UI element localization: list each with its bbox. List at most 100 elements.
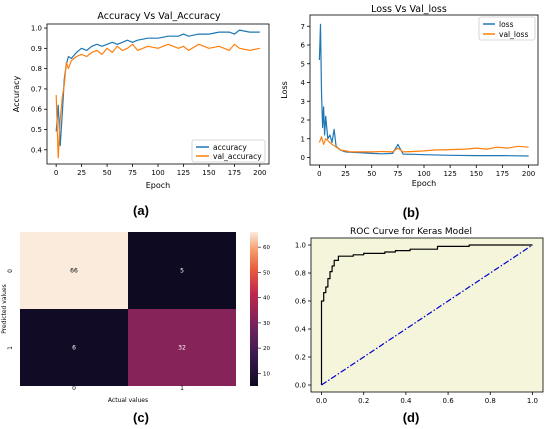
legend-label-loss: loss	[499, 20, 514, 29]
colorbar-tick-label: 10	[263, 371, 270, 377]
series-lines	[318, 23, 529, 157]
x-tick-label: 50	[367, 170, 376, 178]
y-tick-label: 0.0	[295, 382, 306, 390]
y-tick-label: 0	[301, 154, 305, 162]
y-tick-label: 0.9	[31, 45, 42, 53]
colorbar-ticks: 10 20 30 40 50 60	[258, 245, 270, 377]
y-ticks: 0.0 0.2 0.4 0.6 0.8 1.0	[295, 242, 311, 390]
val-accuracy-line	[55, 43, 260, 159]
y-tick-label: 0.4	[295, 326, 307, 334]
legend-label-accuracy: accuracy	[213, 143, 247, 152]
colorbar-tick-label: 20	[263, 346, 270, 352]
y-tick-label: 3	[301, 98, 305, 106]
x-tick-label: 175	[496, 170, 509, 178]
legend-box	[191, 139, 266, 163]
legend: accuracy val_accuracy	[191, 139, 266, 163]
x-tick-label: 0.4	[400, 397, 412, 405]
x-tick-label: 0	[317, 170, 321, 178]
heatmap-cells: 66 5 6 32	[20, 232, 236, 386]
x-tick-label: 175	[228, 169, 241, 177]
y-tick-label: 0.5	[31, 126, 42, 134]
legend-label-val-accuracy: val_accuracy	[213, 152, 262, 161]
x-axis-label: Epoch	[412, 179, 437, 188]
x-tick-label: 1	[180, 385, 184, 392]
y-tick-label: 1.0	[31, 25, 42, 33]
x-ticks: 0 25 50 75 100 125 150 175 200	[317, 165, 535, 178]
x-tick-label: 75	[128, 169, 137, 177]
x-tick-label: 150	[470, 170, 483, 178]
heatmap-cell-value: 5	[180, 268, 184, 275]
y-tick-label: 4	[301, 79, 306, 87]
loss-chart: Loss Vs Val_loss 0 25 50 75 100 125 150 175 200 …	[280, 4, 539, 188]
y-axis-label: Accuracy	[12, 75, 21, 112]
y-tick-label: 1	[7, 346, 14, 350]
chart-title: Loss Vs Val_loss	[371, 4, 447, 15]
y-tick-label: 7	[301, 23, 305, 31]
x-tick-label: 50	[103, 169, 112, 177]
y-tick-label: 0.7	[31, 85, 42, 93]
colorbar-tick-label: 60	[263, 245, 270, 251]
x-tick-label: 0.6	[443, 397, 455, 405]
series-lines	[320, 244, 533, 386]
x-tick-label: 0.8	[485, 397, 496, 405]
caption-b: (b)	[402, 205, 420, 220]
y-tick-label: 1.0	[295, 242, 306, 250]
val-loss-line	[318, 136, 529, 153]
series-0-line	[320, 244, 533, 385]
roc-chart: ROC Curve for Keras Model 0.0 0.2 0.4 0.6 0.…	[295, 227, 544, 405]
x-tick-label: 25	[341, 170, 350, 178]
y-tick-label: 0.8	[31, 65, 42, 73]
x-tick-label: 25	[77, 169, 86, 177]
y-tick-label: 1	[301, 135, 305, 143]
y-ticks: 0 1 2 3 4 5 6 7	[301, 23, 310, 162]
caption-c: (c)	[133, 410, 149, 425]
x-tick-label: 125	[177, 169, 190, 177]
accuracy-line	[55, 29, 260, 147]
x-tick-label: 0	[54, 169, 58, 177]
x-tick-label: 75	[393, 170, 402, 178]
heatmap-cell-value: 66	[70, 268, 78, 275]
chart-title: Accuracy Vs Val_Accuracy	[97, 11, 221, 22]
y-tick-label: 0.6	[31, 106, 43, 114]
x-tick-label: 200	[522, 170, 535, 178]
heatmap-cell-value: 32	[178, 345, 186, 352]
x-tick-label: 0	[72, 385, 76, 392]
heatmap-cell	[128, 232, 236, 309]
heatmap-cell	[20, 309, 128, 386]
colorbar-tick-label: 50	[263, 270, 270, 276]
x-ticks: 0 25 50 75 100 125 150 175 200	[54, 164, 267, 177]
x-axis-label: Epoch	[146, 181, 171, 190]
colorbar-tick-label: 40	[263, 296, 270, 302]
x-axis-label: Actual values	[108, 397, 148, 404]
x-tick-label: 100	[151, 169, 164, 177]
heatmap-cell-value: 6	[72, 345, 76, 352]
legend: loss val_loss	[478, 16, 536, 41]
legend-label-val-loss: val_loss	[499, 30, 528, 39]
caption-a: (a)	[133, 203, 149, 218]
confusion-matrix: 66 5 6 32 0 1 0 1 Actual values Predicted v…	[1, 232, 270, 404]
colorbar	[250, 232, 258, 386]
y-tick-label: 2	[301, 117, 305, 125]
y-tick-label: 0.4	[31, 146, 43, 154]
y-tick-label: 0	[7, 269, 14, 273]
caption-d: (d)	[402, 410, 420, 425]
y-tick-label: 0.2	[295, 354, 306, 362]
x-tick-label: 125	[443, 170, 456, 178]
x-tick-label: 1.0	[527, 397, 538, 405]
heatmap-cell	[20, 232, 128, 309]
y-tick-label: 6	[301, 42, 306, 50]
x-tick-label: 0.2	[358, 397, 369, 405]
series-lines	[55, 29, 260, 159]
series-1-line	[321, 244, 533, 386]
y-tick-label: 5	[301, 60, 305, 68]
x-ticks: 0.0 0.2 0.4 0.6 0.8 1.0	[316, 392, 538, 405]
accuracy-chart: Accuracy Vs Val_Accuracy 0 25 50 75 100 125 15…	[12, 11, 270, 190]
y-ticks: 0.4 0.5 0.6 0.7 0.8 0.9 1.0	[31, 25, 47, 154]
heatmap-tick-labels: 0 1 0 1	[7, 269, 184, 392]
heatmap-cell	[128, 309, 236, 386]
y-axis-label: Loss	[280, 81, 289, 99]
x-tick-label: 0.0	[316, 397, 327, 405]
x-tick-label: 200	[253, 169, 266, 177]
y-axis-label: Predicted values	[1, 284, 8, 334]
chart-title: ROC Curve for Keras Model	[350, 227, 472, 237]
